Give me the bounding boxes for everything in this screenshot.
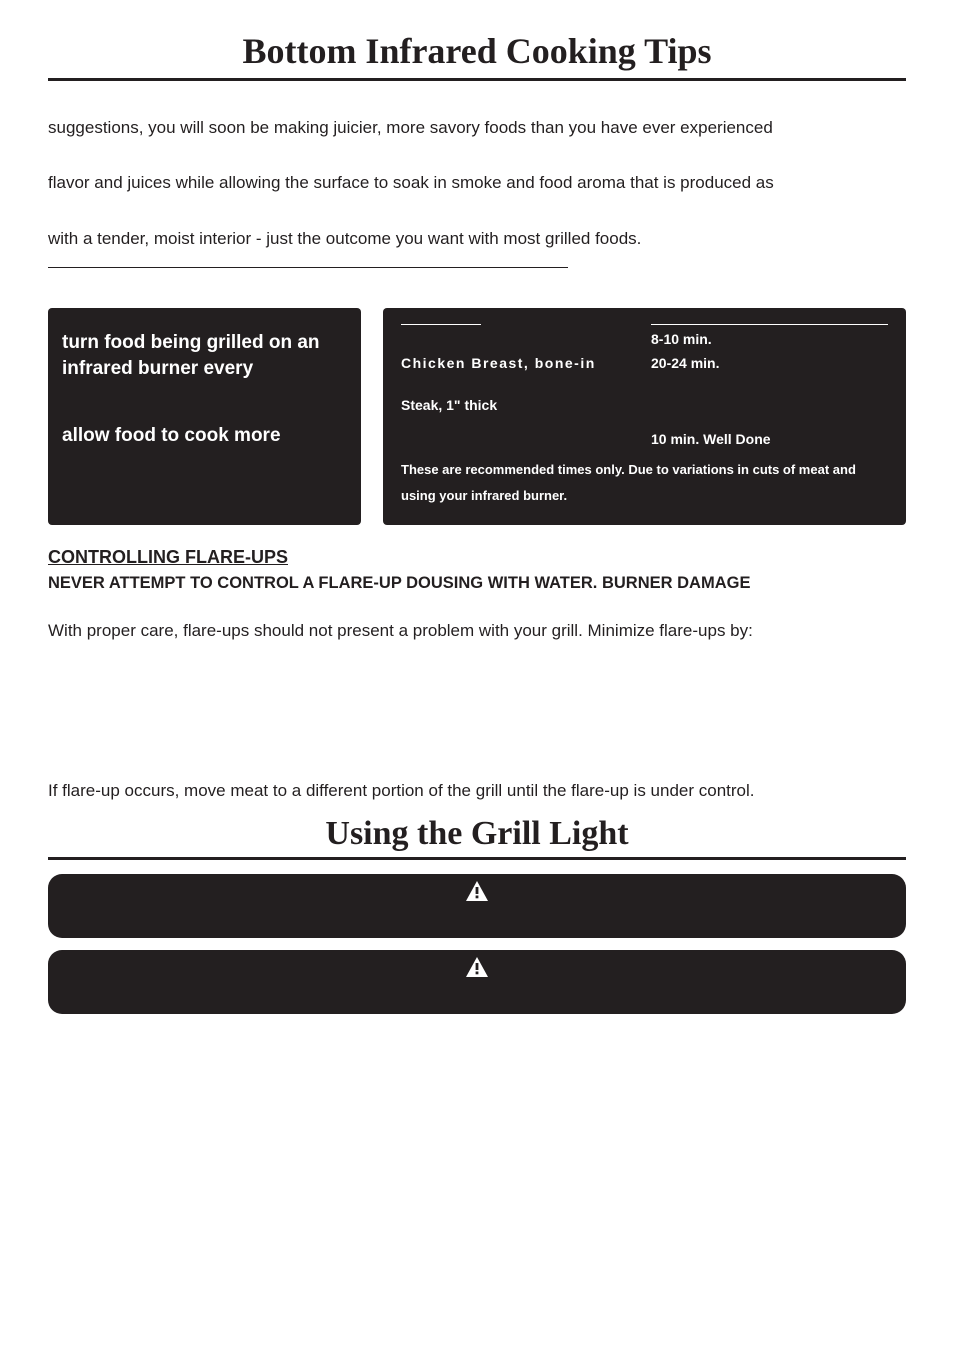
- cell-item: Steak, 1" thick: [401, 397, 651, 413]
- table-row: Chicken Breast, bone-in 20-24 min.: [401, 355, 888, 371]
- warning-triangle-icon: [464, 880, 490, 902]
- paragraph-2: flavor and juices while allowing the sur…: [48, 164, 906, 201]
- table-note-1: These are recommended times only. Due to…: [401, 457, 888, 483]
- table-row: 10 min. Well Done: [401, 431, 888, 447]
- flareups-body: With proper care, flare-ups should not p…: [48, 621, 906, 641]
- table-header-row: [401, 322, 888, 325]
- divider-short: [48, 267, 568, 268]
- flareups-heading: CONTROLLING FLARE-UPS: [48, 547, 906, 568]
- cell-time: 20-24 min.: [651, 355, 888, 371]
- table-row: 8-10 min.: [401, 331, 888, 347]
- paragraph-3: with a tender, moist interior - just the…: [48, 220, 906, 257]
- warning-banner-1: [48, 874, 906, 938]
- flareups-body-2: If flare-up occurs, move meat to a diffe…: [48, 781, 906, 801]
- warning-triangle-icon: [464, 956, 490, 978]
- cell-item: [401, 331, 651, 347]
- cell-time: [651, 379, 888, 389]
- cell-time: [651, 397, 888, 413]
- warning-banner-2: [48, 950, 906, 1014]
- table-row: Steak, 1" thick: [401, 397, 888, 413]
- paragraph-1: suggestions, you will soon be making jui…: [48, 109, 906, 146]
- cell-item: Chicken Breast, bone-in: [401, 355, 651, 371]
- table-note-2: using your infrared burner.: [401, 483, 888, 509]
- tip-text-1: turn food being grilled on an infrared b…: [62, 330, 347, 381]
- tip-box-left: turn food being grilled on an infrared b…: [48, 308, 361, 525]
- page-title: Bottom Infrared Cooking Tips: [48, 30, 906, 81]
- section-title-2: Using the Grill Light: [48, 815, 906, 860]
- table-row: [401, 379, 888, 389]
- table-header-col2: [651, 322, 888, 325]
- info-boxes-row: turn food being grilled on an infrared b…: [48, 308, 906, 525]
- tip-text-2: allow food to cook more: [62, 423, 347, 449]
- cell-time: 8-10 min.: [651, 331, 888, 347]
- cooking-times-box: 8-10 min. Chicken Breast, bone-in 20-24 …: [383, 308, 906, 525]
- cell-time: 10 min. Well Done: [651, 431, 888, 447]
- table-header-col1: [401, 322, 481, 325]
- cell-item: [401, 431, 651, 447]
- cell-item: [401, 379, 651, 389]
- flareups-warning: NEVER ATTEMPT TO CONTROL A FLARE-UP DOUS…: [48, 574, 906, 593]
